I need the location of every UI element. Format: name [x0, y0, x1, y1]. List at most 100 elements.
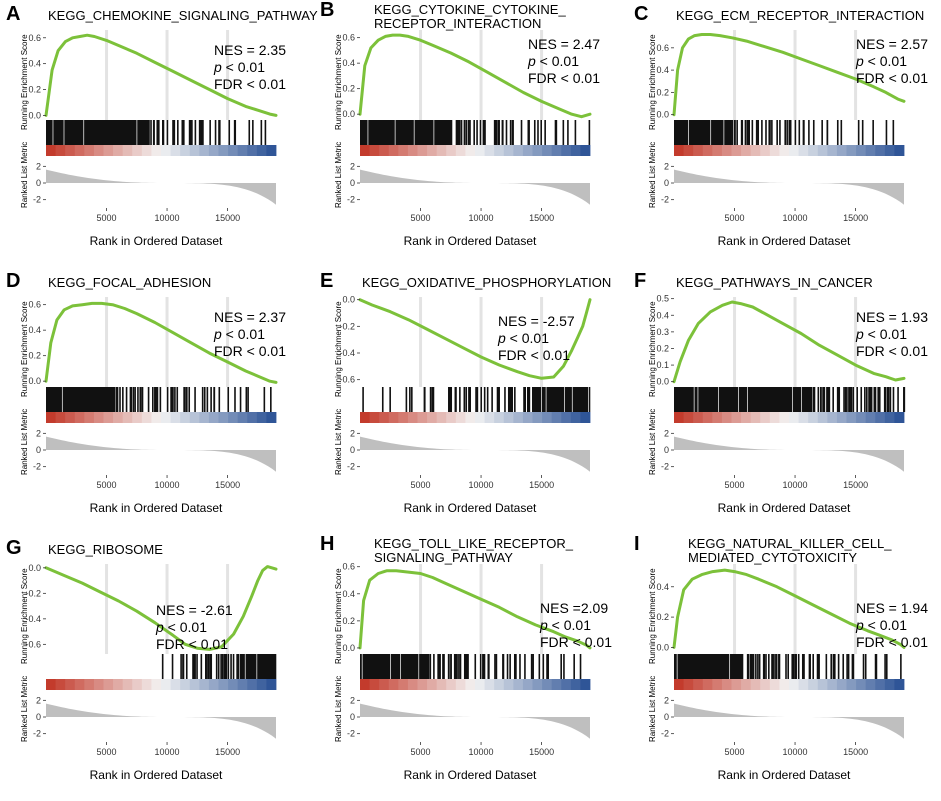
hit-line	[381, 387, 384, 412]
hit-line	[174, 387, 176, 412]
heat-cell	[760, 412, 771, 423]
metric-tick-label: -2	[661, 729, 669, 739]
y-axis-label-running: Running Enrichment Score	[334, 568, 343, 664]
hit-line	[873, 387, 876, 412]
heat-cell	[455, 679, 466, 690]
hit-line	[183, 387, 186, 412]
metric-tick-label: 0	[664, 178, 669, 188]
hit-block	[264, 654, 277, 679]
hit-line	[864, 654, 867, 679]
hit-line	[812, 120, 815, 145]
hit-gap	[718, 387, 719, 412]
hit-block	[697, 654, 709, 679]
heat-cell	[266, 412, 277, 423]
hit-line	[465, 654, 467, 679]
x-tick-label: 15000	[529, 747, 554, 757]
hit-line	[852, 387, 855, 412]
hit-line	[562, 120, 565, 145]
heat-cell	[712, 412, 723, 423]
y-tick-label: 0.4	[656, 65, 669, 75]
metric-tick-label: 2	[350, 695, 355, 705]
heat-cell	[266, 679, 277, 690]
hit-line	[185, 387, 188, 412]
hit-line	[362, 387, 364, 412]
hit-block	[69, 120, 81, 145]
hit-line	[459, 387, 461, 412]
hit-line	[389, 387, 391, 412]
p-threshold: < 0.01	[163, 619, 207, 635]
y-tick-label: 0.4	[28, 59, 41, 69]
heat-cell	[750, 679, 761, 690]
hit-line	[761, 120, 763, 145]
hit-line	[469, 387, 471, 412]
hit-line	[544, 120, 546, 145]
hit-line	[488, 654, 490, 679]
heat-cell	[237, 145, 248, 156]
hit-gap	[693, 387, 695, 412]
hit-line	[498, 120, 500, 145]
hit-line	[588, 120, 591, 145]
fdr-value: FDR < 0.01	[856, 634, 928, 650]
hit-line	[493, 120, 496, 145]
heat-cell	[808, 679, 819, 690]
hit-line	[213, 387, 216, 412]
hit-line	[784, 120, 787, 145]
hit-line	[156, 120, 159, 145]
heat-cell	[683, 679, 694, 690]
hit-line	[483, 654, 486, 679]
hit-line	[532, 654, 534, 679]
hit-line	[482, 654, 484, 679]
heat-cell	[436, 145, 447, 156]
heat-cell	[856, 412, 867, 423]
hit-line	[520, 120, 523, 145]
hit-gap	[710, 120, 712, 145]
p-symbol: p	[856, 326, 864, 342]
hit-line	[173, 120, 176, 145]
heat-cell	[65, 679, 76, 690]
hit-line	[206, 387, 209, 412]
hit-line	[514, 387, 516, 412]
hit-block	[360, 120, 372, 145]
x-axis-label: Rank in Ordered Dataset	[717, 234, 851, 248]
metric-tick-label: 2	[36, 695, 41, 705]
metric-tick-label: 2	[36, 161, 41, 171]
hit-line	[476, 120, 478, 145]
hit-gap	[83, 120, 85, 145]
y-tick-label: 0.1	[656, 360, 669, 370]
hit-line	[741, 120, 744, 145]
hit-line	[227, 654, 230, 679]
p-symbol: p	[498, 330, 506, 346]
heat-cell	[379, 412, 390, 423]
heat-cell	[475, 145, 485, 156]
ranked-metric-area	[674, 436, 904, 472]
y-axis-label-ranked: Ranked List Metric	[334, 141, 343, 208]
hit-line	[736, 120, 738, 145]
fdr-value: FDR < 0.01	[528, 70, 600, 86]
hit-line	[751, 654, 753, 679]
hit-line	[505, 120, 508, 145]
hit-line	[547, 654, 550, 679]
hit-line	[848, 387, 850, 412]
hit-gap	[390, 654, 391, 679]
hit-line	[480, 387, 483, 412]
hit-line	[476, 387, 479, 412]
hit-block	[789, 387, 801, 412]
x-axis-label: Rank in Ordered Dataset	[717, 501, 851, 515]
y-tick-label: 0.2	[342, 616, 355, 626]
y-axis-label-ranked: Ranked List Metric	[20, 408, 29, 475]
heat-cell	[542, 145, 553, 156]
hit-line	[209, 654, 212, 679]
enrichment-score-line	[672, 568, 906, 649]
heat-cell	[208, 412, 219, 423]
hit-line	[264, 120, 267, 145]
metric-tick-label: -2	[347, 729, 355, 739]
heat-cell	[674, 412, 684, 423]
heat-cell	[103, 679, 114, 690]
hit-line	[232, 654, 235, 679]
y-tick-label: 0.6	[342, 33, 355, 43]
heat-cell	[199, 679, 210, 690]
y-tick-label: 0.0	[656, 377, 669, 387]
heat-cell	[798, 145, 809, 156]
hit-line	[832, 654, 835, 679]
hit-line	[171, 654, 174, 679]
